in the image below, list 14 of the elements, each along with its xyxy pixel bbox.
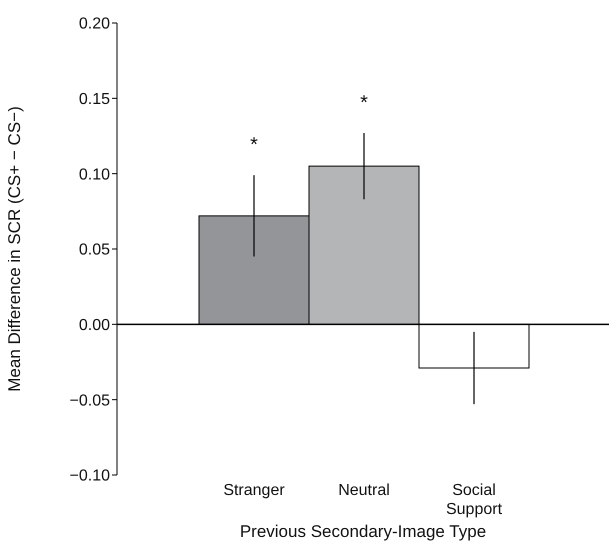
annotation: *	[250, 134, 258, 156]
x-tick-label: Stranger	[223, 482, 286, 499]
y-axis-title: Mean Difference in SCR (CS+ − CS−)	[5, 106, 24, 392]
x-tick-label: Neutral	[338, 482, 390, 499]
x-axis-title: Previous Secondary-Image Type	[240, 522, 486, 541]
x-tick-label: Social Support	[446, 482, 503, 518]
y-tick-label: 0.10	[78, 166, 110, 184]
y-tick-label: −0.10	[70, 468, 110, 485]
y-tick-label: 0.05	[78, 242, 110, 259]
y-tick-label: −0.05	[70, 392, 110, 410]
y-tick-label: 0.20	[78, 16, 110, 33]
y-tick-label: 0.15	[78, 91, 110, 108]
y-tick-label: 0.00	[78, 317, 110, 334]
annotation: *	[360, 92, 368, 114]
